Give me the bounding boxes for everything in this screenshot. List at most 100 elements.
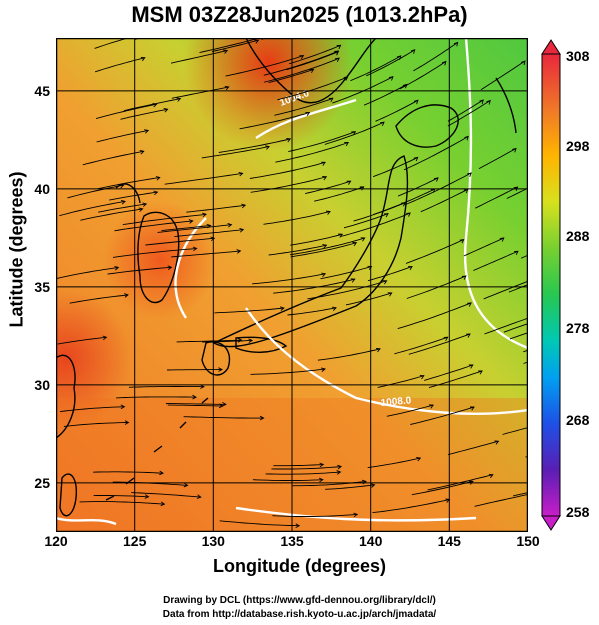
streamline-arrowhead: [119, 183, 125, 189]
streamline-arrowhead: [309, 68, 315, 74]
streamline: [340, 212, 411, 237]
streamline-arrowhead: [320, 367, 326, 372]
streamline: [410, 406, 475, 425]
streamline-arrowhead: [413, 99, 419, 105]
streamline-arrowhead: [241, 203, 247, 209]
streamline-arrowhead: [370, 483, 376, 488]
streamline: [343, 213, 389, 229]
streamline-arrowhead: [210, 236, 216, 242]
streamline: [80, 208, 143, 221]
streamline: [120, 108, 168, 120]
streamline: [239, 112, 310, 130]
streamline: [252, 479, 323, 481]
streamline-arrowhead: [237, 337, 243, 343]
streamline: [96, 129, 149, 143]
streamline-arrowhead: [159, 470, 164, 476]
streamline: [474, 493, 528, 507]
streamline-arrowhead: [335, 57, 340, 63]
streamline-arrowhead: [120, 200, 126, 205]
x-tick-130: 130: [201, 533, 225, 549]
streamline-arrowhead: [407, 266, 413, 271]
streamline: [375, 99, 419, 122]
streamline-arrowhead: [406, 212, 411, 217]
streamline: [272, 513, 358, 517]
streamline: [219, 520, 300, 527]
streamline: [478, 148, 517, 169]
streamline: [411, 480, 474, 496]
streamline: [249, 161, 326, 179]
streamline-arrowhead: [153, 190, 159, 196]
streamline: [290, 233, 343, 246]
streamline-arrowhead: [433, 177, 439, 182]
streamline-arrowhead: [328, 97, 334, 103]
colorbar-scale: [541, 53, 561, 517]
streamline-arrowhead: [453, 41, 459, 47]
streamline: [67, 184, 124, 199]
streamline: [287, 307, 337, 316]
streamline-arrowhead: [336, 44, 342, 50]
streamline-arrowhead: [512, 147, 517, 153]
streamline: [57, 336, 107, 345]
streamline: [225, 55, 304, 77]
streamline: [131, 492, 201, 498]
streamline-arrowhead: [144, 129, 150, 134]
streamline: [403, 136, 469, 171]
streamline-arrowhead: [188, 219, 194, 224]
streamline: [363, 84, 408, 106]
streamline: [502, 427, 528, 435]
streamline-arrowhead: [375, 347, 381, 353]
streamline-arrowhead: [352, 242, 358, 247]
streamline: [372, 156, 418, 178]
x-tick-140: 140: [359, 533, 383, 549]
streamline: [324, 121, 385, 145]
streamline: [161, 225, 211, 232]
streamline-arrowhead: [321, 161, 326, 166]
streamline: [475, 186, 518, 209]
streamline-arrowhead: [388, 76, 394, 81]
streamline-arrowhead: [413, 156, 419, 162]
streamline: [79, 501, 165, 505]
streamline-arrowhead: [259, 415, 265, 421]
map-plot: 1004.0 1008.0: [56, 38, 528, 532]
streamline: [289, 237, 365, 256]
streamline: [325, 484, 375, 490]
streamline: [506, 187, 528, 199]
streamline: [263, 211, 331, 225]
streamline: [114, 220, 193, 232]
streamline-arrowhead: [254, 39, 260, 44]
colorbar-bottom-arrow: [541, 515, 561, 531]
coastlines: [56, 38, 517, 517]
streamline-arrowhead: [467, 302, 472, 307]
streamline: [202, 339, 253, 343]
streamline: [350, 55, 401, 82]
streamline-arrowhead: [416, 457, 422, 462]
streamline-arrowhead: [336, 470, 342, 475]
streamline-arrowhead: [419, 375, 425, 380]
streamline: [394, 336, 448, 355]
streamline-arrowhead: [382, 280, 388, 285]
streamline-arrowhead: [227, 222, 233, 228]
streamline-arrowhead: [396, 55, 402, 60]
streamline-arrowhead: [192, 394, 197, 400]
isobar-label-1008: 1008.0: [380, 395, 412, 409]
streamline: [218, 138, 291, 153]
streamline-arrowhead: [305, 111, 311, 117]
streamline: [128, 386, 204, 388]
streamline: [373, 188, 435, 215]
streamline: [93, 495, 149, 498]
streamline-arrowhead: [468, 480, 474, 485]
streamline-arrowhead: [353, 512, 359, 518]
streamline: [112, 247, 197, 258]
streamline: [123, 98, 181, 112]
streamline: [290, 242, 357, 258]
streamline: [264, 57, 340, 83]
streamline-arrowhead: [238, 171, 244, 177]
streamline: [109, 191, 158, 201]
streamline: [116, 396, 197, 399]
streamline: [397, 177, 439, 197]
streamline-arrowhead: [140, 56, 146, 62]
streamline-arrowhead: [380, 121, 385, 126]
streamline: [95, 103, 157, 120]
streamline: [59, 200, 126, 217]
streamline: [157, 224, 232, 233]
